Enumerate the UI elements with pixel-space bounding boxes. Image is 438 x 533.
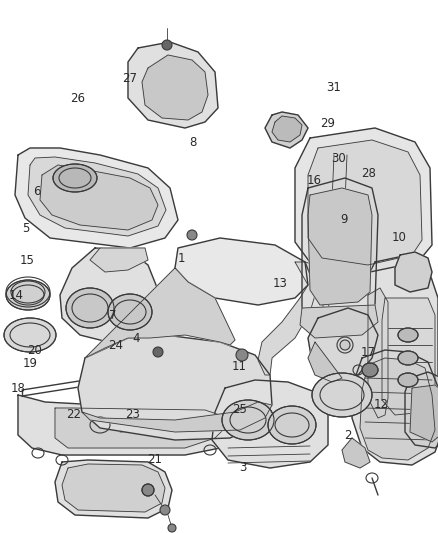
Text: 24: 24 xyxy=(109,339,124,352)
Text: 7: 7 xyxy=(109,309,117,322)
Ellipse shape xyxy=(162,40,172,50)
Polygon shape xyxy=(395,252,432,292)
Text: 8: 8 xyxy=(189,136,196,149)
Polygon shape xyxy=(85,268,235,358)
Polygon shape xyxy=(18,395,235,455)
Text: 20: 20 xyxy=(27,344,42,357)
Text: 12: 12 xyxy=(374,398,389,410)
Polygon shape xyxy=(410,385,438,442)
Polygon shape xyxy=(82,402,272,432)
Polygon shape xyxy=(300,305,378,338)
Polygon shape xyxy=(308,308,378,378)
Ellipse shape xyxy=(340,340,350,350)
Text: 28: 28 xyxy=(361,167,376,180)
Text: 1: 1 xyxy=(178,252,186,265)
Ellipse shape xyxy=(187,230,197,240)
Ellipse shape xyxy=(268,406,316,444)
Polygon shape xyxy=(258,262,318,375)
Polygon shape xyxy=(272,116,302,142)
Polygon shape xyxy=(15,148,178,248)
Text: 17: 17 xyxy=(360,346,375,359)
Polygon shape xyxy=(308,188,372,305)
Polygon shape xyxy=(368,255,438,432)
Polygon shape xyxy=(55,460,172,518)
Text: 4: 4 xyxy=(132,332,140,345)
Ellipse shape xyxy=(142,484,154,496)
Polygon shape xyxy=(308,342,342,382)
Text: 27: 27 xyxy=(122,72,137,85)
Polygon shape xyxy=(265,112,308,148)
Polygon shape xyxy=(302,178,378,318)
Text: 10: 10 xyxy=(392,231,407,244)
Text: 31: 31 xyxy=(326,82,341,94)
Text: 5: 5 xyxy=(23,222,30,235)
Polygon shape xyxy=(78,335,272,440)
Text: 22: 22 xyxy=(66,408,81,421)
Ellipse shape xyxy=(160,505,170,515)
Ellipse shape xyxy=(236,349,248,361)
Ellipse shape xyxy=(53,164,97,192)
Polygon shape xyxy=(55,408,225,448)
Ellipse shape xyxy=(4,318,56,352)
Polygon shape xyxy=(175,238,308,305)
Ellipse shape xyxy=(6,280,50,310)
Ellipse shape xyxy=(168,524,176,532)
Text: 2: 2 xyxy=(344,430,352,442)
Text: 16: 16 xyxy=(307,174,322,187)
Polygon shape xyxy=(368,288,388,418)
Ellipse shape xyxy=(398,373,418,387)
Text: 6: 6 xyxy=(33,185,41,198)
Ellipse shape xyxy=(398,351,418,365)
Ellipse shape xyxy=(362,363,378,377)
Polygon shape xyxy=(360,358,435,460)
Text: 25: 25 xyxy=(233,403,247,416)
Text: 9: 9 xyxy=(340,213,348,226)
Text: 11: 11 xyxy=(231,360,246,373)
Text: 14: 14 xyxy=(9,289,24,302)
Text: 30: 30 xyxy=(331,152,346,165)
Text: 15: 15 xyxy=(20,254,35,266)
Polygon shape xyxy=(28,157,166,236)
Ellipse shape xyxy=(66,288,114,328)
Polygon shape xyxy=(60,248,158,342)
Polygon shape xyxy=(142,55,208,120)
Ellipse shape xyxy=(153,347,163,357)
Polygon shape xyxy=(40,165,158,230)
Text: 29: 29 xyxy=(320,117,335,130)
Ellipse shape xyxy=(108,294,152,330)
Polygon shape xyxy=(382,298,435,415)
Text: 13: 13 xyxy=(273,277,288,290)
Polygon shape xyxy=(342,438,370,468)
Polygon shape xyxy=(90,248,148,272)
Polygon shape xyxy=(295,128,432,272)
Text: 19: 19 xyxy=(22,357,37,370)
Polygon shape xyxy=(212,380,328,468)
Polygon shape xyxy=(352,350,438,465)
Polygon shape xyxy=(62,464,165,512)
Polygon shape xyxy=(405,372,438,448)
Polygon shape xyxy=(308,140,422,265)
Text: 23: 23 xyxy=(125,408,140,421)
Text: 21: 21 xyxy=(147,453,162,466)
Polygon shape xyxy=(128,42,218,128)
Text: 18: 18 xyxy=(11,382,26,394)
Text: 3: 3 xyxy=(240,462,247,474)
Ellipse shape xyxy=(222,400,274,440)
Ellipse shape xyxy=(312,373,372,417)
Text: 26: 26 xyxy=(71,92,85,105)
Ellipse shape xyxy=(398,328,418,342)
